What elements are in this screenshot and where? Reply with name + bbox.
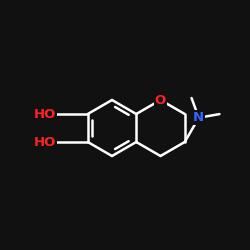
Text: HO: HO [34, 136, 56, 148]
Text: HO: HO [34, 108, 56, 120]
Text: O: O [155, 94, 166, 106]
Text: N: N [193, 111, 204, 124]
